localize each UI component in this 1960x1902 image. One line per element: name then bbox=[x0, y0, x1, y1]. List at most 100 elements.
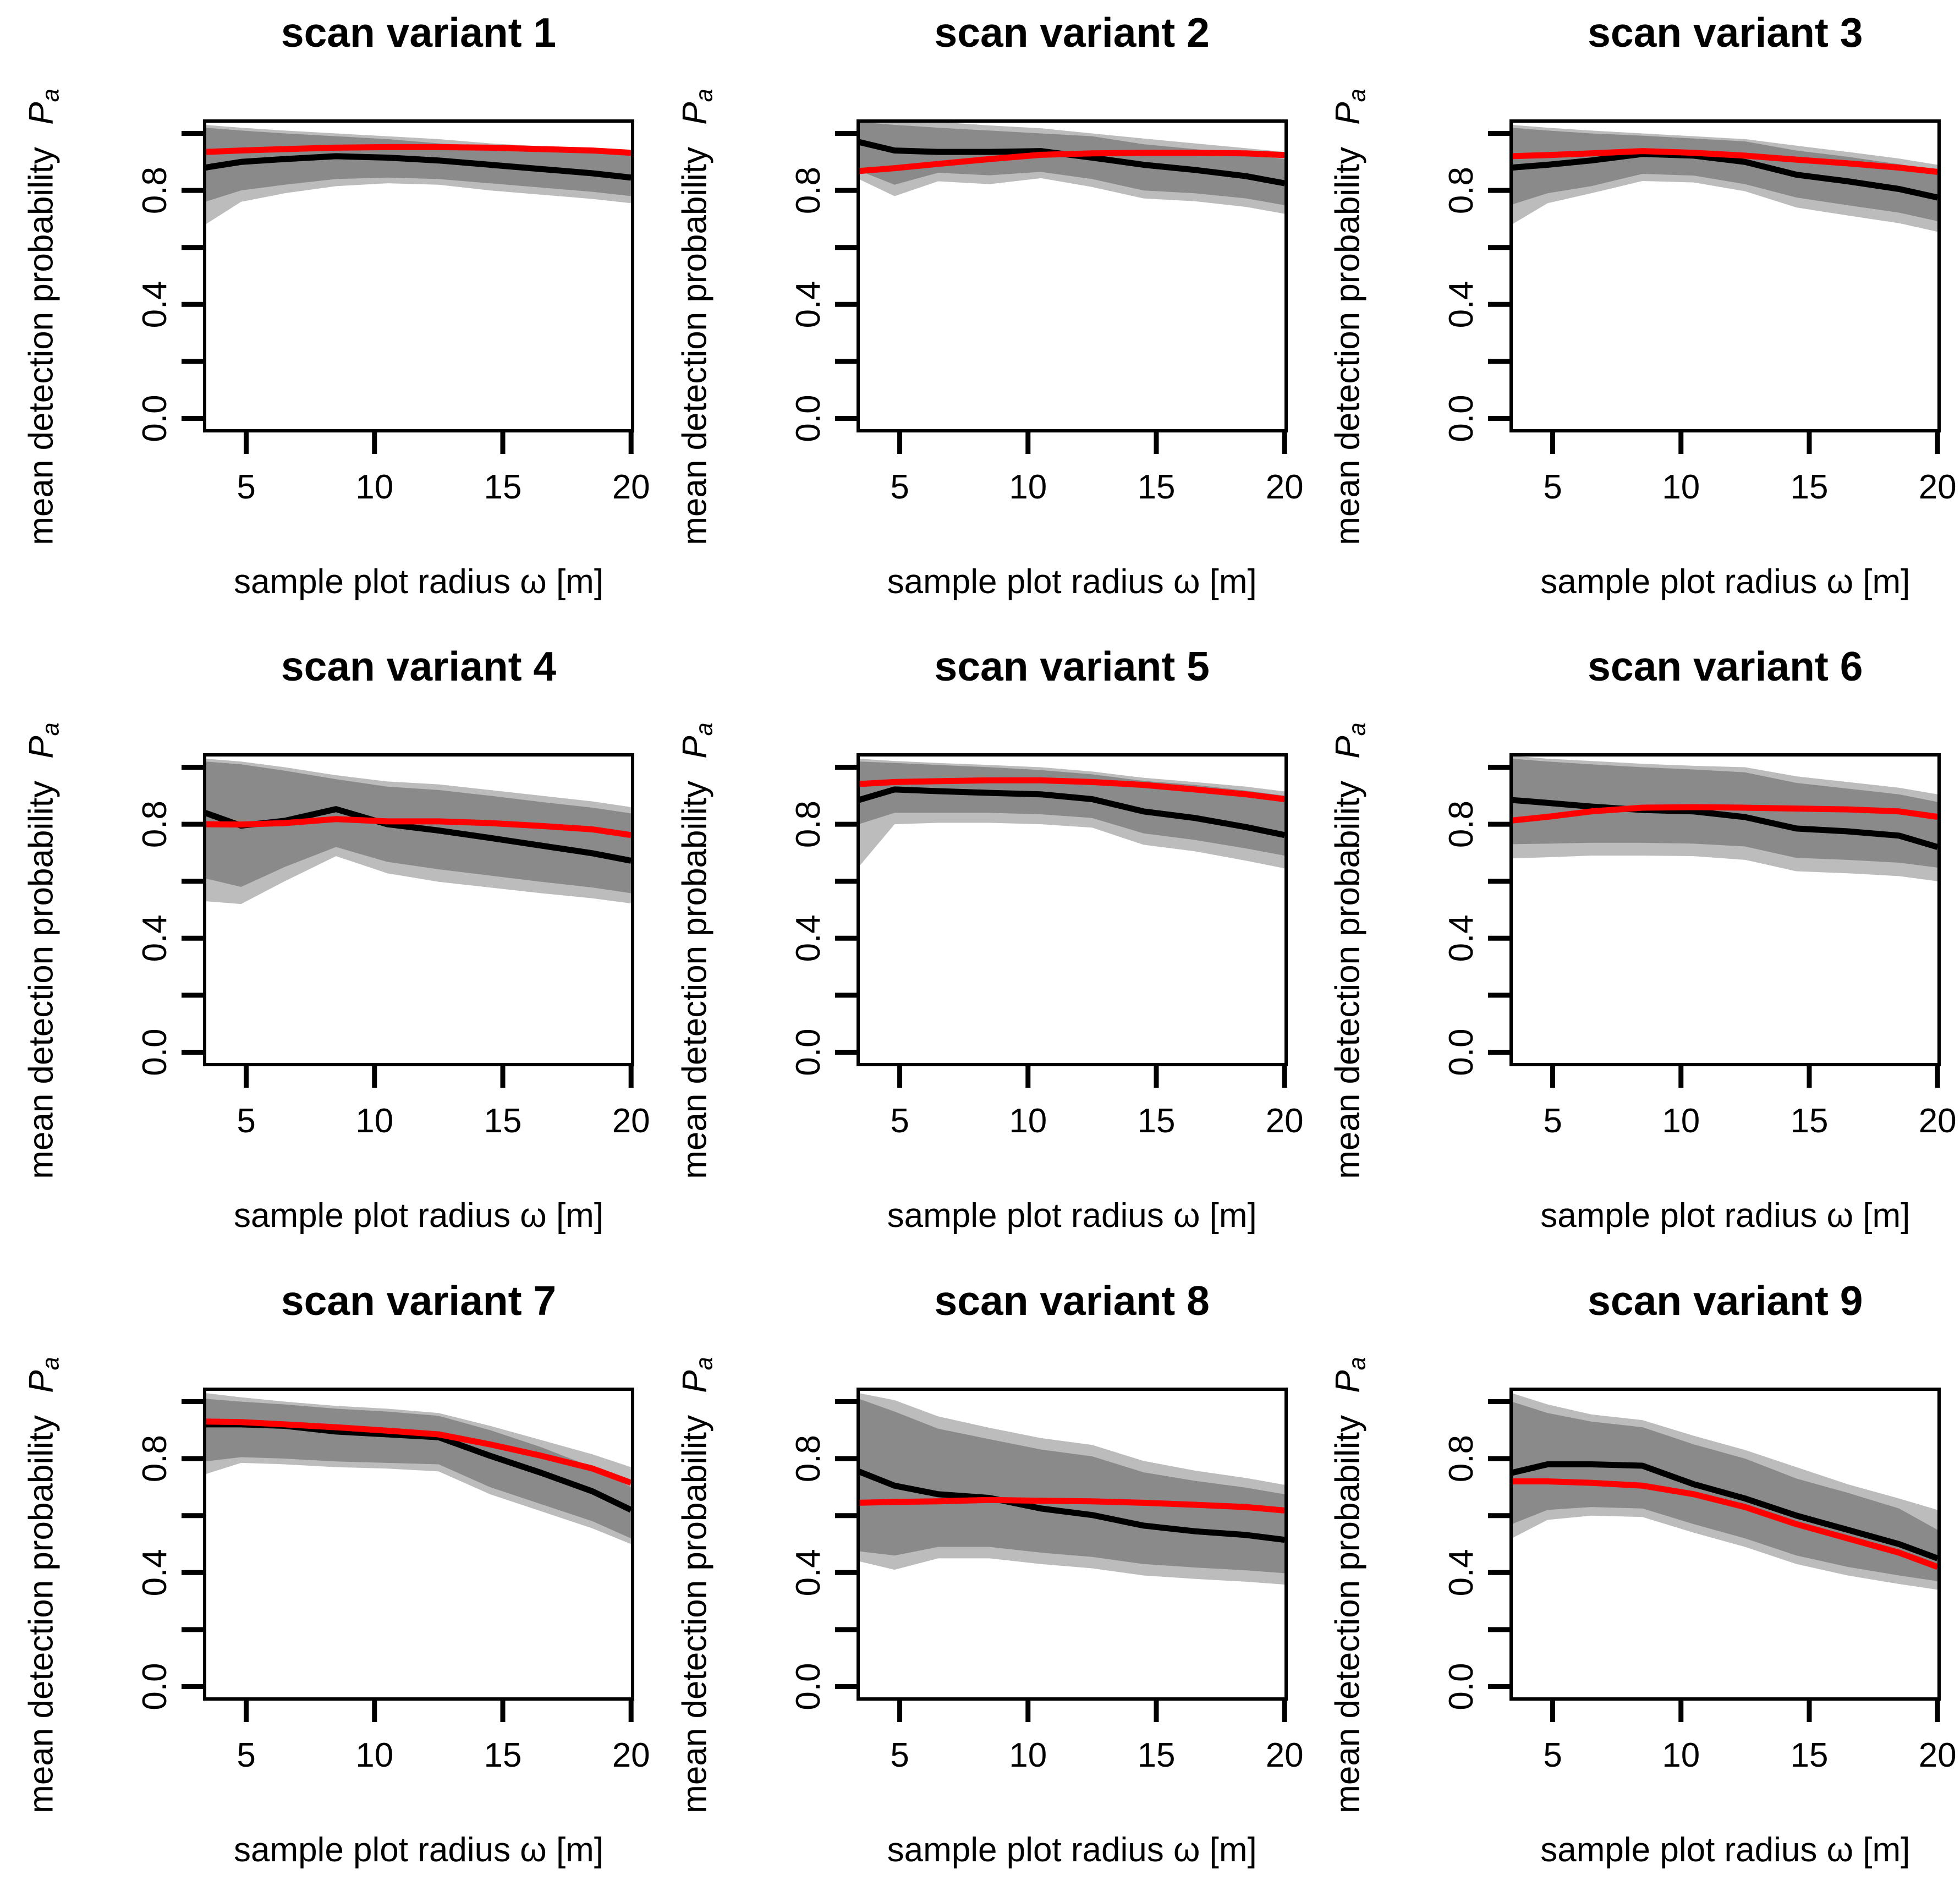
y-tick-label: 0.8 bbox=[789, 801, 827, 848]
x-tick-label: 10 bbox=[355, 468, 393, 506]
x-axis-label: sample plot radius ω [m] bbox=[887, 1830, 1257, 1869]
plot-frame bbox=[203, 1387, 634, 1701]
y-tick-label: 0.0 bbox=[136, 394, 174, 442]
plot-frame bbox=[856, 753, 1288, 1067]
reference-line-red bbox=[205, 144, 632, 156]
panel-title: scan variant 3 bbox=[1588, 9, 1863, 56]
y-axis-label: mean detection probabilityPa bbox=[676, 722, 718, 1180]
x-axis-label: sample plot radius ω [m] bbox=[1540, 1830, 1910, 1869]
x-tick-label: 20 bbox=[1265, 1102, 1303, 1140]
x-tick-label: 15 bbox=[1137, 1736, 1175, 1774]
panel-title: scan variant 8 bbox=[934, 1277, 1210, 1324]
x-tick-label: 15 bbox=[1137, 468, 1175, 506]
plot-frame bbox=[1509, 1387, 1941, 1701]
y-axis-label: mean detection probabilityPa bbox=[676, 89, 718, 545]
reference-line-red bbox=[1512, 148, 1939, 175]
inner-credible-band bbox=[1512, 128, 1938, 222]
y-axis-label: mean detection probabilityPa bbox=[1328, 1356, 1371, 1813]
p-symbol: P bbox=[676, 736, 714, 759]
y-tick-label: 0.8 bbox=[1442, 167, 1480, 214]
plot-area: 0.0 0.4 0.8 5 10 15 20 bbox=[136, 753, 650, 1140]
x-axis-label: sample plot radius ω [m] bbox=[233, 563, 604, 601]
x-tick-label: 5 bbox=[1544, 1102, 1562, 1140]
y-tick-label: 0.8 bbox=[136, 801, 174, 848]
panel-title: scan variant 5 bbox=[934, 643, 1210, 690]
x-tick-label: 5 bbox=[237, 468, 255, 506]
y-tick-label: 0.0 bbox=[1442, 1663, 1480, 1710]
panel-scan-variant-7: 0.0 0.4 0.8 5 10 15 20 scan variant 7 mean det… bbox=[0, 1268, 654, 1902]
panel-scan-variant-3: 0.0 0.4 0.8 5 10 15 20 scan variant 3 mean det… bbox=[1306, 0, 1960, 634]
mean-detection-line-black bbox=[1511, 1461, 1939, 1561]
panel-scan-variant-5: 0.0 0.4 0.8 5 10 15 20 scan variant 5 mean det… bbox=[654, 634, 1307, 1268]
panel-title: scan variant 9 bbox=[1588, 1277, 1863, 1324]
p-subscript: a bbox=[1344, 722, 1371, 736]
y-tick-label: 0.0 bbox=[136, 1663, 174, 1710]
x-tick-label: 15 bbox=[1791, 1736, 1829, 1774]
mean-detection-line-black bbox=[1511, 151, 1939, 201]
x-tick-label: 5 bbox=[237, 1736, 255, 1774]
y-tick-label: 0.8 bbox=[136, 1435, 174, 1482]
p-subscript: a bbox=[37, 89, 64, 102]
x-tick-label: 10 bbox=[1662, 468, 1700, 506]
x-tick-label: 20 bbox=[1265, 468, 1303, 506]
y-tick-label: 0.8 bbox=[1442, 1435, 1480, 1482]
x-axis-label: sample plot radius ω [m] bbox=[233, 1197, 604, 1235]
y-axis-label: mean detection probabilityPa bbox=[22, 1356, 64, 1813]
mean-detection-line-black bbox=[858, 1468, 1285, 1543]
y-tick-label: 0.4 bbox=[1442, 1549, 1480, 1596]
y-tick-label: 0.4 bbox=[136, 281, 174, 328]
y-tick-label: 0.4 bbox=[136, 1549, 174, 1596]
reference-line-red bbox=[1512, 1478, 1939, 1570]
plot-area: 0.0 0.4 0.8 5 10 15 20 bbox=[1442, 119, 1957, 506]
x-tick-label: 20 bbox=[1265, 1736, 1303, 1774]
mean-detection-line-black bbox=[1511, 797, 1939, 851]
y-axis-label: mean detection probabilityPa bbox=[676, 1356, 718, 1813]
y-tick-label: 0.4 bbox=[136, 915, 174, 962]
y-tick-label: 0.4 bbox=[789, 1549, 827, 1596]
plot-frame bbox=[1509, 119, 1941, 432]
inner-credible-band bbox=[858, 1398, 1284, 1573]
x-tick-label: 10 bbox=[1662, 1102, 1700, 1140]
p-symbol: P bbox=[1328, 102, 1367, 125]
y-tick-label: 0.0 bbox=[1442, 1029, 1480, 1076]
panel-scan-variant-9: 0.0 0.4 0.8 5 10 15 20 scan variant 9 mean det… bbox=[1306, 1268, 1960, 1902]
x-tick-label: 15 bbox=[484, 468, 522, 506]
reference-line-red bbox=[858, 1497, 1285, 1514]
x-tick-label: 15 bbox=[484, 1102, 522, 1140]
panel-title: scan variant 4 bbox=[281, 643, 557, 690]
y-tick-label: 0.8 bbox=[789, 167, 827, 214]
p-subscript: a bbox=[37, 1356, 64, 1371]
reference-line-red bbox=[858, 150, 1285, 174]
x-axis-label: sample plot radius ω [m] bbox=[887, 563, 1257, 601]
y-axis-label: mean detection probabilityPa bbox=[22, 722, 64, 1180]
inner-credible-band bbox=[858, 761, 1284, 856]
x-tick-label: 10 bbox=[1009, 1102, 1047, 1140]
plot-frame bbox=[203, 119, 634, 432]
mean-detection-line-black bbox=[858, 786, 1285, 838]
x-axis-label: sample plot radius ω [m] bbox=[1540, 1197, 1910, 1235]
p-symbol: P bbox=[676, 1370, 714, 1393]
panel-title: scan variant 6 bbox=[1588, 643, 1863, 690]
plot-frame bbox=[1509, 753, 1941, 1067]
x-tick-label: 5 bbox=[890, 1736, 909, 1774]
x-axis-label: sample plot radius ω [m] bbox=[1540, 563, 1910, 601]
reference-line-red bbox=[205, 816, 632, 838]
p-symbol: P bbox=[676, 102, 714, 125]
x-tick-label: 15 bbox=[1791, 1102, 1829, 1140]
x-tick-label: 20 bbox=[1919, 1102, 1957, 1140]
x-tick-label: 5 bbox=[237, 1102, 255, 1140]
panel-scan-variant-6: 0.0 0.4 0.8 5 10 15 20 scan variant 6 mean det… bbox=[1306, 634, 1960, 1268]
x-tick-label: 15 bbox=[484, 1736, 522, 1774]
y-tick-label: 0.0 bbox=[789, 1029, 827, 1076]
x-tick-label: 20 bbox=[612, 468, 650, 506]
p-symbol: P bbox=[22, 102, 61, 125]
panel-scan-variant-4: 0.0 0.4 0.8 5 10 15 20 scan variant 4 mean det… bbox=[0, 634, 654, 1268]
x-tick-label: 10 bbox=[1009, 468, 1047, 506]
y-tick-label: 0.0 bbox=[789, 394, 827, 442]
plot-area: 0.0 0.4 0.8 5 10 15 20 bbox=[789, 119, 1303, 506]
x-tick-label: 10 bbox=[355, 1102, 393, 1140]
panel-title: scan variant 7 bbox=[281, 1277, 557, 1324]
panel-title: scan variant 1 bbox=[281, 9, 557, 56]
x-tick-label: 5 bbox=[1544, 1736, 1562, 1774]
